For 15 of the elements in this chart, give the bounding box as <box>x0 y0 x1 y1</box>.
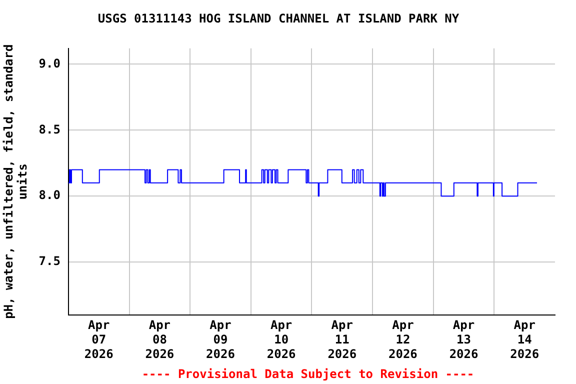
x-tick-label: Apr 12 2026 <box>388 318 418 361</box>
x-tick-label: Apr 11 2026 <box>328 318 357 361</box>
x-tick-label: Apr 13 2026 <box>449 318 478 361</box>
x-tick-label: Apr 07 2026 <box>84 318 114 361</box>
y-axis-title: pH, water, unfiltered, field, standard units <box>1 44 30 319</box>
y-tick-label: 7.5 <box>38 254 60 268</box>
chart-title: USGS 01311143 HOG ISLAND CHANNEL AT ISLAND PARK NY <box>98 11 460 26</box>
x-tick-label: Apr 08 2026 <box>145 318 174 361</box>
x-tick-label: Apr 14 2026 <box>510 318 540 361</box>
y-tick-label: 8.5 <box>38 122 60 136</box>
y-tick-label: 9.0 <box>38 56 60 70</box>
x-tick-label: Apr 09 2026 <box>206 318 235 361</box>
x-tick-label: Apr 10 2026 <box>266 318 296 361</box>
y-tick-label: 8.0 <box>38 188 60 202</box>
text: ---- Provisional Data Subject to Revision ---- <box>142 367 474 381</box>
